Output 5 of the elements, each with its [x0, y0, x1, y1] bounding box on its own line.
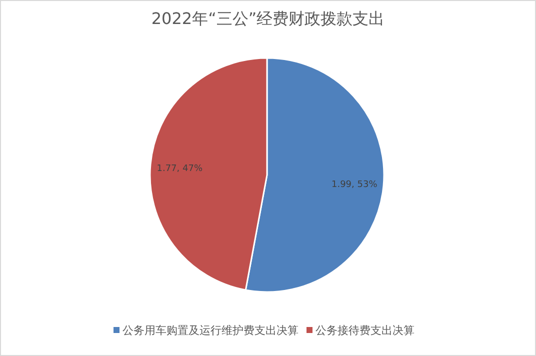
data-label: 1.77, 47%: [156, 164, 203, 174]
data-label: 1.99, 53%: [331, 180, 378, 190]
legend-label: 公务用车购置及运行维护费支出决算: [122, 324, 298, 337]
legend-label: 公务接待费支出决算: [316, 324, 414, 337]
chart-title: 2022年“三公”经费财政拨款支出: [151, 9, 385, 28]
